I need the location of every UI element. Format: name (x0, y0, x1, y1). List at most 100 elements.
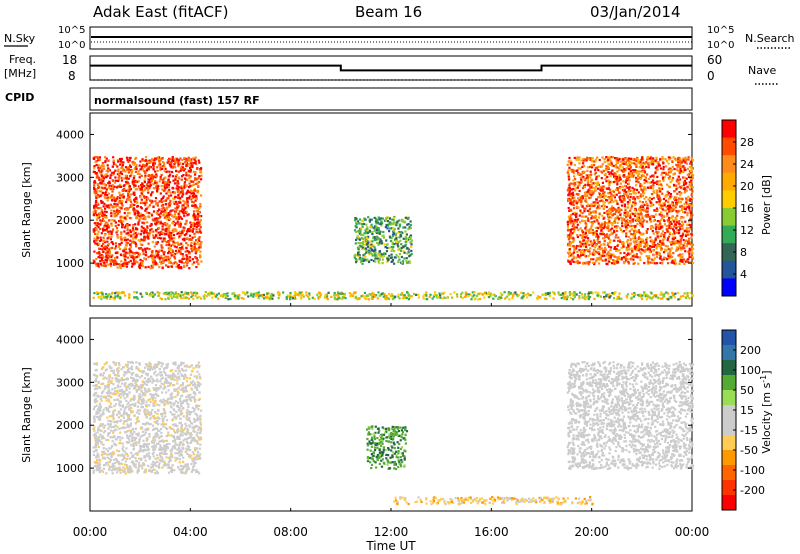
echo-pixel (620, 200, 623, 203)
echo-pixel (134, 212, 137, 215)
echo-pixel (589, 165, 592, 168)
echo-pixel (407, 217, 410, 220)
echo-pixel (113, 260, 116, 263)
echo-pixel (159, 175, 162, 178)
echo-pixel (173, 224, 176, 227)
echo-pixel (637, 237, 640, 240)
echo-pixel (167, 183, 170, 186)
echo-pixel (354, 295, 358, 298)
echo-pixel (633, 171, 636, 174)
echo-pixel (175, 262, 179, 265)
echo-pixel (188, 230, 191, 233)
echo-pixel (116, 208, 119, 211)
echo-pixel (613, 196, 616, 199)
echo-pixel (191, 258, 194, 261)
echo-pixel (581, 212, 584, 215)
echo-pixel (386, 216, 389, 219)
echo-pixel (621, 224, 624, 228)
echo-pixel (189, 221, 192, 224)
echo-pixel (680, 246, 683, 250)
echo-pixel (688, 173, 691, 176)
echo-pixel (146, 234, 149, 237)
echo-pixel (596, 251, 599, 254)
echo-pixel (646, 204, 649, 207)
echo-pixel (144, 188, 147, 191)
echo-pixel (679, 228, 682, 231)
echo-pixel (384, 252, 387, 255)
echo-pixel (152, 164, 155, 167)
echo-pixel (116, 196, 119, 199)
echo-pixel (131, 227, 135, 230)
echo-pixel (680, 256, 683, 259)
echo-pixel (94, 194, 97, 197)
echo-pixel (122, 263, 125, 266)
echo-pixel (582, 158, 585, 161)
echo-pixel (233, 292, 236, 295)
echo-pixel (594, 185, 598, 188)
echo-pixel (105, 228, 108, 231)
echo-pixel (148, 159, 151, 162)
echo-pixel (568, 248, 571, 251)
echo-pixel (119, 235, 122, 238)
echo-pixel (646, 162, 649, 165)
echo-pixel (678, 178, 681, 181)
echo-pixel (169, 257, 172, 260)
echo-pixel (169, 161, 172, 164)
echo-pixel (370, 223, 373, 226)
echo-pixel (645, 220, 649, 223)
echo-pixel (151, 177, 155, 180)
echo-pixel (192, 183, 196, 186)
echo-pixel (104, 216, 107, 219)
echo-pixel (365, 250, 368, 253)
echo-pixel (101, 162, 105, 165)
echo-pixel (96, 222, 99, 225)
echo-pixel (586, 242, 589, 245)
echo-pixel (686, 211, 689, 214)
echo-pixel (645, 213, 648, 217)
echo-pixel (691, 204, 694, 207)
echo-pixel (566, 197, 570, 200)
echo-pixel (95, 213, 98, 216)
echo-pixel (159, 192, 162, 195)
echo-pixel (626, 212, 629, 215)
echo-pixel (115, 210, 118, 213)
echo-pixel (362, 234, 365, 237)
echo-pixel (638, 244, 641, 247)
echo-pixel (664, 195, 667, 198)
echo-pixel (615, 179, 618, 182)
echo-pixel (194, 162, 198, 165)
echo-pixel (617, 211, 620, 214)
echo-pixel (646, 258, 650, 261)
echo-pixel (163, 183, 166, 186)
echo-pixel (189, 175, 192, 178)
echo-pixel (177, 170, 180, 173)
echo-pixel (190, 247, 193, 250)
echo-pixel (192, 204, 195, 207)
nsearch-tick-bottom: 10^0 (707, 40, 734, 51)
echo-pixel (603, 251, 606, 254)
echo-pixel (374, 248, 377, 251)
echo-pixel (99, 170, 102, 173)
echo-pixel (626, 186, 629, 189)
echo-pixel (93, 181, 96, 184)
echo-pixel (584, 222, 587, 225)
echo-pixel (639, 242, 642, 245)
echo-pixel (105, 173, 108, 176)
echo-pixel (679, 169, 682, 173)
echo-pixel (114, 163, 117, 166)
echo-pixel (593, 253, 596, 256)
echo-pixel (608, 183, 611, 187)
echo-pixel (679, 194, 682, 197)
echo-pixel (593, 248, 596, 252)
echo-pixel (386, 257, 389, 260)
echo-pixel (408, 255, 411, 258)
echo-pixel (625, 240, 629, 243)
echo-pixel (181, 168, 184, 171)
echo-pixel (125, 224, 128, 227)
echo-pixel (134, 256, 137, 259)
echo-pixel (139, 240, 142, 243)
echo-pixel (655, 201, 658, 204)
echo-pixel (156, 291, 159, 294)
echo-pixel (632, 258, 635, 261)
echo-pixel (608, 210, 611, 213)
